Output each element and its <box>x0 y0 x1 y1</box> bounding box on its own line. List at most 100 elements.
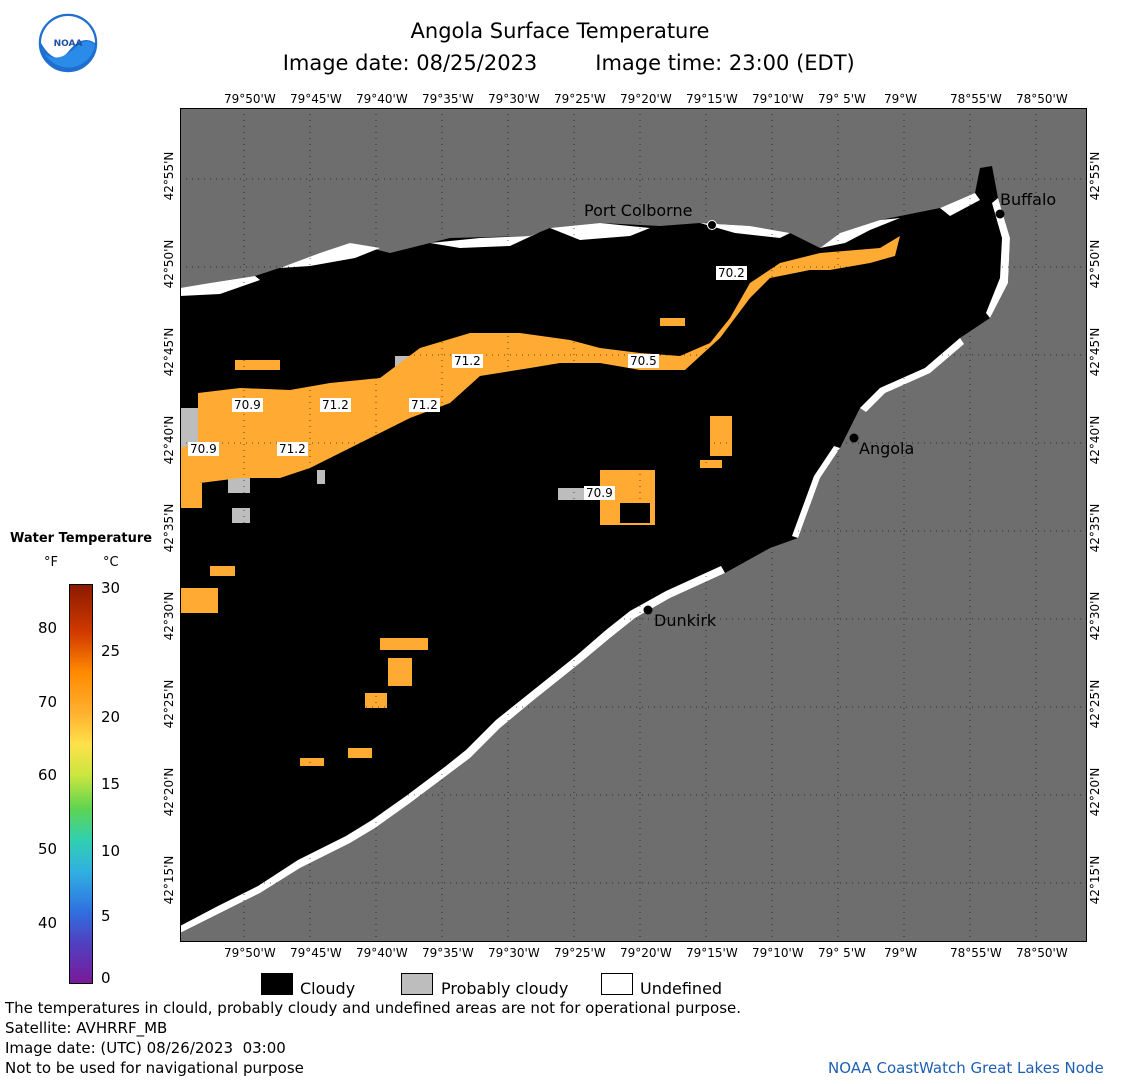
longitude-label: 78°55'W <box>950 92 1002 106</box>
graticule <box>180 108 1087 942</box>
warm-water-band-1 <box>180 236 900 488</box>
longitude-label: 79°15'W <box>686 92 738 106</box>
latitude-label: 42°20'N <box>162 767 176 817</box>
temp-label: 70.9 <box>584 486 615 500</box>
longitude-label: 79°25'W <box>554 92 606 106</box>
longitude-label: 79°10'W <box>752 946 804 960</box>
warm-water-patch <box>210 566 235 576</box>
longitude-label: 78°50'W <box>1016 946 1068 960</box>
latitude-label: 42°15'N <box>1088 855 1102 905</box>
latitude-label: 42°50'N <box>162 239 176 289</box>
longitude-label: 78°50'W <box>1016 92 1068 106</box>
longitude-label: 79°30'W <box>488 946 540 960</box>
colorbar-c-tick: 25 <box>101 642 121 660</box>
colorbar-f-tick: 80 <box>38 619 58 637</box>
colorbar-unit-f: °F <box>44 555 58 570</box>
place-label-buffalo: Buffalo <box>1000 190 1057 209</box>
latitude-label: 42°35'N <box>162 503 176 553</box>
colorbar-c-tick: 15 <box>101 775 121 793</box>
legend-swatch-cloudy <box>261 973 293 995</box>
latitude-label: 42°20'N <box>1088 767 1102 817</box>
longitude-label: 79°20'W <box>620 92 672 106</box>
colorbar-c-tick: 0 <box>101 969 111 987</box>
longitude-label: 79°40'W <box>356 92 408 106</box>
warm-water-patch <box>365 693 387 708</box>
longitude-label: 79°30'W <box>488 92 540 106</box>
temp-label: 71.2 <box>320 398 351 412</box>
warm-water-patch <box>235 360 280 370</box>
warm-water-patch <box>710 416 732 456</box>
temp-label: 70.5 <box>628 354 659 368</box>
longitude-label: 79°25'W <box>554 946 606 960</box>
warm-water-patch <box>180 588 218 613</box>
legend-label-cloudy: Cloudy <box>300 979 356 998</box>
port-colborne-marker <box>707 220 717 230</box>
utc-date-text: Image date: (UTC) 08/26/2023 03:00 <box>5 1039 286 1057</box>
probably-cloudy-patch <box>317 470 325 484</box>
warm-water-patch <box>348 748 372 758</box>
latitude-label: 42°30'N <box>162 591 176 641</box>
longitude-label: 79°35'W <box>422 946 474 960</box>
colorbar <box>69 584 93 984</box>
longitude-label: 79° 5'W <box>818 946 866 960</box>
longitude-label: 79°45'W <box>290 946 342 960</box>
latitude-label: 42°25'N <box>1088 679 1102 729</box>
latitude-label: 42°35'N <box>1088 503 1102 553</box>
longitude-label: 79°50'W <box>224 946 276 960</box>
map-svg <box>180 108 1087 942</box>
latitude-label: 42°45'N <box>1088 327 1102 377</box>
temp-label: 70.9 <box>188 442 219 456</box>
warm-water-patch <box>300 758 324 766</box>
colorbar-f-tick: 40 <box>38 914 58 932</box>
latitude-label: 42°50'N <box>1088 239 1102 289</box>
dunkirk-marker <box>643 605 653 615</box>
noaa-logo: NOAA <box>37 12 99 74</box>
latitude-label: 42°25'N <box>162 679 176 729</box>
legend-label-probably-cloudy: Probably cloudy <box>441 979 569 998</box>
warm-water-patch <box>180 483 202 508</box>
longitude-label: 79°15'W <box>686 946 738 960</box>
warm-water-patch <box>700 460 722 468</box>
lake-erie-cloudy <box>180 166 1010 933</box>
probably-cloudy-patch <box>180 408 198 448</box>
colorbar-unit-c: °C <box>103 555 119 570</box>
longitude-label: 79°35'W <box>422 92 474 106</box>
warm-water-patch <box>380 638 428 650</box>
colorbar-c-tick: 30 <box>101 579 121 597</box>
colorbar-c-tick: 20 <box>101 708 121 726</box>
credit-text: NOAA CoastWatch Great Lakes Node <box>828 1059 1104 1077</box>
disclaimer-text: The temperatures in clould, probably clo… <box>5 999 742 1017</box>
map-area: Port Colborne Buffalo Angola Dunkirk 71.… <box>180 108 1087 942</box>
colorbar-title: Water Temperature <box>10 531 153 546</box>
image-date-label: Image date: 08/25/2023 <box>282 51 538 75</box>
temp-label: 70.9 <box>232 398 263 412</box>
warm-water-patch <box>388 658 412 686</box>
longitude-label: 79°W <box>884 946 918 960</box>
place-label-port-colborne: Port Colborne <box>584 201 693 220</box>
colorbar-c-tick: 5 <box>101 907 111 925</box>
satellite-text: Satellite: AVHRRF_MB <box>5 1019 168 1037</box>
place-label-dunkirk: Dunkirk <box>654 611 717 630</box>
colorbar-f-tick: 60 <box>38 766 58 784</box>
svg-text:NOAA: NOAA <box>54 39 83 49</box>
warm-water-patch <box>620 503 650 523</box>
colorbar-f-tick: 70 <box>38 693 58 711</box>
buffalo-marker <box>995 209 1005 219</box>
map-title: Angola Surface Temperature <box>410 19 710 43</box>
colorbar-f-tick: 50 <box>38 840 58 858</box>
temp-label: 70.2 <box>716 266 747 280</box>
latitude-label: 42°30'N <box>1088 591 1102 641</box>
temp-label: 71.2 <box>409 398 440 412</box>
nav-warning-text: Not to be used for navigational purpose <box>5 1059 304 1077</box>
longitude-label: 79°45'W <box>290 92 342 106</box>
latitude-label: 42°55'N <box>1088 151 1102 201</box>
longitude-label: 79°W <box>884 92 918 106</box>
latitude-label: 42°55'N <box>162 151 176 201</box>
warm-water-patch <box>660 318 685 326</box>
temp-label: 71.2 <box>277 442 308 456</box>
map-frame <box>180 108 1087 942</box>
legend-swatch-undefined <box>601 973 633 995</box>
longitude-label: 79°20'W <box>620 946 672 960</box>
latitude-label: 42°40'N <box>1088 415 1102 465</box>
longitude-label: 79°40'W <box>356 946 408 960</box>
